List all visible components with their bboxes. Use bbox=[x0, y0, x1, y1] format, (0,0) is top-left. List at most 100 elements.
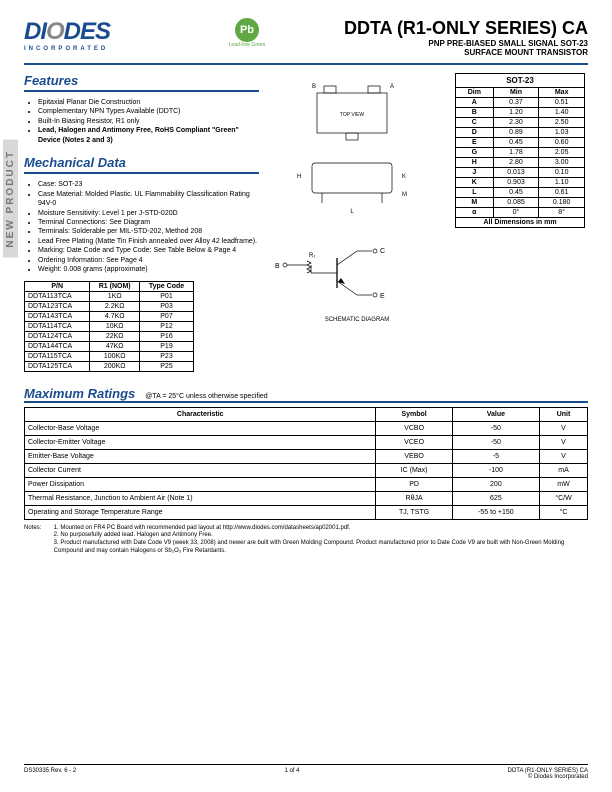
note-item: 2. No purposefully added lead. Halogen a… bbox=[54, 532, 574, 540]
table-row: C2.302.50 bbox=[456, 118, 585, 128]
pn-cell: DDTA113TCA bbox=[25, 291, 90, 301]
max-cell: RθJA bbox=[376, 491, 452, 505]
logo-o: O bbox=[46, 18, 64, 45]
svg-text:K: K bbox=[402, 174, 406, 180]
feature-item: Lead, Halogen and Antimony Free, RoHS Co… bbox=[38, 126, 259, 145]
footer-right: DDTA (R1-ONLY SERIES) CA © Diodes Incorp… bbox=[508, 768, 588, 780]
pn-table: P/NR1 (NOM)Type CodeDDTA113TCA1KΩP01DDTA… bbox=[24, 281, 194, 372]
mechanical-item: Terminal Connections: See Diagram bbox=[38, 218, 259, 227]
mechanical-item: Case Material: Molded Plastic. UL Flamma… bbox=[38, 190, 259, 209]
note-item: 1. Mounted on FR4 PC Board with recommen… bbox=[54, 525, 574, 533]
sot-cell: L bbox=[456, 188, 494, 198]
pn-cell: 1KΩ bbox=[90, 291, 140, 301]
pn-cell: DDTA124TCA bbox=[25, 331, 90, 341]
sot-cell: 0.61 bbox=[539, 188, 585, 198]
pn-cell: DDTA143TCA bbox=[25, 311, 90, 321]
features-list: Epitaxial Planar Die ConstructionComplem… bbox=[24, 98, 259, 145]
features-heading: Features bbox=[24, 73, 259, 92]
table-row: E0.450.60 bbox=[456, 138, 585, 148]
table-row: DDTA143TCA4.7KΩP07 bbox=[25, 311, 194, 321]
sot-cell: 2.80 bbox=[493, 158, 539, 168]
table-row: G1.782.05 bbox=[456, 148, 585, 158]
table-row: DDTA125TCA200KΩP25 bbox=[25, 361, 194, 371]
sot-cell: H bbox=[456, 158, 494, 168]
footer-left: DS30335 Rev. 6 - 2 bbox=[24, 768, 76, 780]
notes-label: Notes: bbox=[24, 525, 52, 533]
max-cell: VCBO bbox=[376, 421, 452, 435]
svg-text:H: H bbox=[297, 174, 301, 180]
sot-cell: 2.50 bbox=[539, 118, 585, 128]
max-cell: VCEO bbox=[376, 435, 452, 449]
sot-cell: 0.60 bbox=[539, 138, 585, 148]
middle-column: TOP VIEW B A K M H L B R₁ bbox=[267, 73, 447, 372]
pbfree-icon: Pb bbox=[235, 18, 259, 42]
title-block: DDTA (R1-ONLY SERIES) CA PNP PRE-BIASED … bbox=[344, 18, 588, 57]
max-cell: Operating and Storage Temperature Range bbox=[25, 505, 376, 519]
max-title-row: Maximum Ratings @TA = 25°C unless otherw… bbox=[24, 386, 588, 403]
max-cell: -55 to +150 bbox=[452, 505, 539, 519]
pn-cell: 22KΩ bbox=[90, 331, 140, 341]
pn-cell: P07 bbox=[140, 311, 194, 321]
table-row: DDTA124TCA22KΩP16 bbox=[25, 331, 194, 341]
sot-cell: α bbox=[456, 208, 494, 218]
title-sub1: PNP PRE-BIASED SMALL SIGNAL SOT-23 bbox=[344, 39, 588, 48]
table-row: DDTA113TCA1KΩP01 bbox=[25, 291, 194, 301]
sot-cell: J bbox=[456, 168, 494, 178]
table-row: α0°8° bbox=[456, 208, 585, 218]
notes-items: 1. Mounted on FR4 PC Board with recommen… bbox=[54, 525, 574, 556]
svg-text:TOP VIEW: TOP VIEW bbox=[340, 112, 365, 118]
sot-cell: 8° bbox=[539, 208, 585, 218]
sot-table: SOT-23DimMinMaxA0.370.51B1.201.40C2.302.… bbox=[455, 73, 585, 228]
max-cell: mW bbox=[540, 477, 588, 491]
pn-cell: 100KΩ bbox=[90, 351, 140, 361]
logo-part2: DES bbox=[64, 18, 110, 45]
max-cell: -5 bbox=[452, 449, 539, 463]
pn-cell: 47KΩ bbox=[90, 341, 140, 351]
sot-cell: A bbox=[456, 98, 494, 108]
pn-cell: DDTA125TCA bbox=[25, 361, 90, 371]
svg-text:C: C bbox=[380, 248, 385, 255]
title-main: DDTA (R1-ONLY SERIES) CA bbox=[344, 18, 588, 39]
title-sub2: SURFACE MOUNT TRANSISTOR bbox=[344, 48, 588, 57]
table-row: Collector-Base VoltageVCBO-50V bbox=[25, 421, 588, 435]
sot-cell: 0.10 bbox=[539, 168, 585, 178]
sot-cell: 1.10 bbox=[539, 178, 585, 188]
mechanical-item: Marking: Date Code and Type Code: See Ta… bbox=[38, 246, 259, 255]
sot-cell: 2.30 bbox=[493, 118, 539, 128]
pn-cell: 2.2KΩ bbox=[90, 301, 140, 311]
max-cell: mA bbox=[540, 463, 588, 477]
right-column: SOT-23DimMinMaxA0.370.51B1.201.40C2.302.… bbox=[455, 73, 585, 372]
table-row: DDTA144TCA47KΩP19 bbox=[25, 341, 194, 351]
main-content: Features Epitaxial Planar Die Constructi… bbox=[24, 73, 588, 372]
pn-cell: DDTA144TCA bbox=[25, 341, 90, 351]
pn-header: P/N bbox=[25, 281, 90, 291]
sot-header: Max bbox=[539, 88, 585, 98]
max-cell: -100 bbox=[452, 463, 539, 477]
max-cell: -50 bbox=[452, 435, 539, 449]
pn-cell: P01 bbox=[140, 291, 194, 301]
max-cell: V bbox=[540, 435, 588, 449]
notes-block: Notes: 1. Mounted on FR4 PC Board with r… bbox=[24, 525, 588, 556]
side-tab: NEW PRODUCT bbox=[3, 140, 18, 258]
mechanical-item: Ordering Information: See Page 4 bbox=[38, 256, 259, 265]
sot-cell: 0.180 bbox=[539, 198, 585, 208]
sot-cell: M bbox=[456, 198, 494, 208]
table-row: J0.0130.10 bbox=[456, 168, 585, 178]
pn-header: R1 (NOM) bbox=[90, 281, 140, 291]
table-row: Collector CurrentIC (Max)-100mA bbox=[25, 463, 588, 477]
max-cell: Emitter-Base Voltage bbox=[25, 449, 376, 463]
feature-item: Built-In Biasing Resistor, R1 only bbox=[38, 117, 259, 126]
pn-cell: DDTA115TCA bbox=[25, 351, 90, 361]
footer: DS30335 Rev. 6 - 2 1 of 4 DDTA (R1-ONLY … bbox=[24, 764, 588, 780]
sot-cell: 1.20 bbox=[493, 108, 539, 118]
pn-header: Type Code bbox=[140, 281, 194, 291]
sot-cell: 0.45 bbox=[493, 138, 539, 148]
sot-header: Dim bbox=[456, 88, 494, 98]
sot-cell: 0.37 bbox=[493, 98, 539, 108]
max-header: Unit bbox=[540, 407, 588, 421]
table-row: Thermal Resistance, Junction to Ambient … bbox=[25, 491, 588, 505]
sot-cell: 1.40 bbox=[539, 108, 585, 118]
sot-cell: C bbox=[456, 118, 494, 128]
sot-header: Min bbox=[493, 88, 539, 98]
max-condition: @TA = 25°C unless otherwise specified bbox=[145, 393, 267, 400]
